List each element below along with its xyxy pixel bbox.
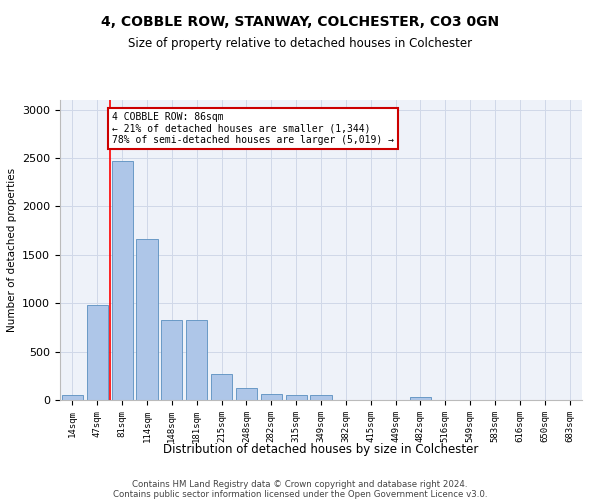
Bar [112, 161, 133, 400]
Text: Distribution of detached houses by size in Colchester: Distribution of detached houses by size … [163, 442, 479, 456]
Bar [261, 394, 282, 400]
Bar [211, 374, 232, 400]
Bar [286, 394, 307, 400]
Text: 4, COBBLE ROW, STANWAY, COLCHESTER, CO3 0GN: 4, COBBLE ROW, STANWAY, COLCHESTER, CO3 … [101, 15, 499, 29]
Bar [310, 394, 332, 400]
Bar [62, 394, 83, 400]
Bar [410, 397, 431, 400]
Bar [236, 388, 257, 400]
Y-axis label: Number of detached properties: Number of detached properties [7, 168, 17, 332]
Bar [186, 320, 207, 400]
Text: 4 COBBLE ROW: 86sqm
← 21% of detached houses are smaller (1,344)
78% of semi-det: 4 COBBLE ROW: 86sqm ← 21% of detached ho… [112, 112, 394, 145]
Text: Size of property relative to detached houses in Colchester: Size of property relative to detached ho… [128, 38, 472, 51]
Bar [136, 240, 158, 400]
Bar [87, 305, 108, 400]
Text: Contains HM Land Registry data © Crown copyright and database right 2024.
Contai: Contains HM Land Registry data © Crown c… [113, 480, 487, 500]
Bar [161, 320, 182, 400]
